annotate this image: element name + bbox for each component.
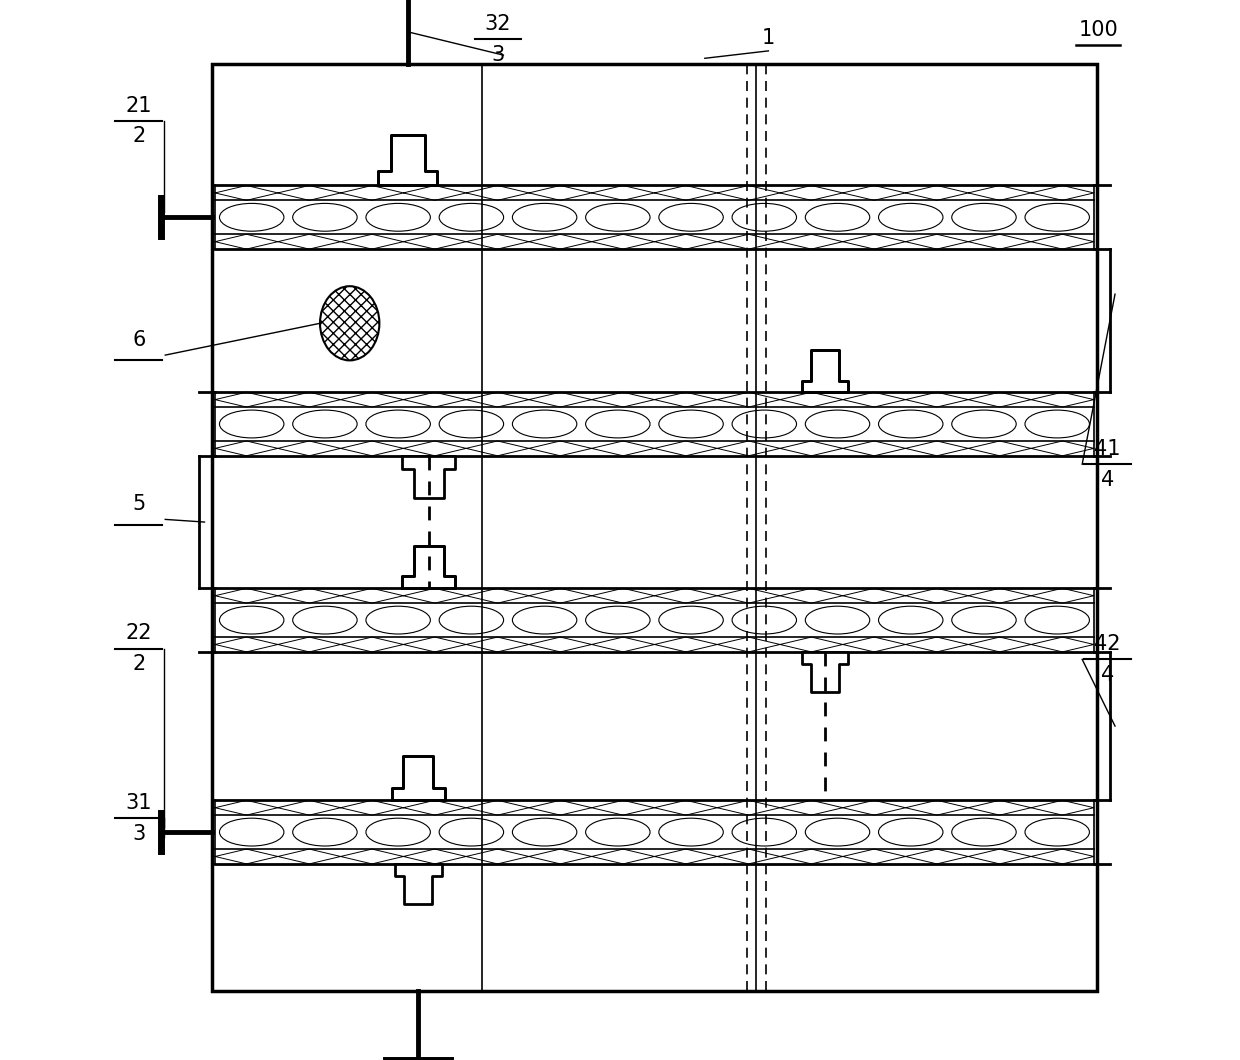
Text: 4: 4 xyxy=(1101,470,1115,490)
Polygon shape xyxy=(402,456,455,498)
Text: 21: 21 xyxy=(125,95,153,116)
Text: 6: 6 xyxy=(133,330,145,350)
Text: 1: 1 xyxy=(761,28,775,48)
Polygon shape xyxy=(802,652,848,692)
Text: 41: 41 xyxy=(1095,439,1121,459)
Text: 42: 42 xyxy=(1095,634,1121,654)
Ellipse shape xyxy=(320,286,379,360)
Polygon shape xyxy=(394,864,441,904)
Text: 3: 3 xyxy=(491,45,505,65)
Polygon shape xyxy=(802,350,848,392)
Text: 32: 32 xyxy=(485,14,511,34)
Text: 2: 2 xyxy=(133,126,145,146)
Bar xyxy=(212,64,1097,991)
Text: 22: 22 xyxy=(125,623,153,643)
Polygon shape xyxy=(378,135,438,186)
Text: 3: 3 xyxy=(133,824,145,844)
Text: 100: 100 xyxy=(1079,20,1118,40)
Text: 5: 5 xyxy=(133,494,145,514)
Text: 2: 2 xyxy=(133,654,145,674)
Polygon shape xyxy=(402,546,455,588)
Polygon shape xyxy=(392,756,445,800)
Text: 4: 4 xyxy=(1101,665,1115,685)
Text: 31: 31 xyxy=(125,793,153,813)
